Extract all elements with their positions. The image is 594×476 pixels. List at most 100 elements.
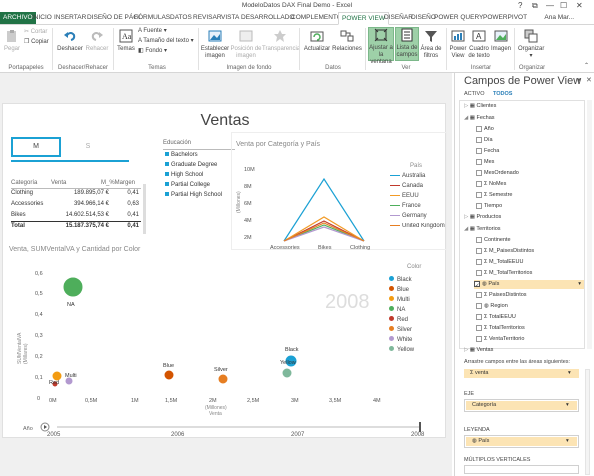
redo-button[interactable]: Rehacer bbox=[84, 29, 110, 53]
cut-button[interactable]: ✂ Cortar bbox=[24, 29, 48, 35]
line-chart[interactable]: Venta por Categoría y País (Millones) 10… bbox=[231, 132, 447, 251]
close-button[interactable]: ✕ bbox=[576, 1, 583, 10]
fit-to-window-button[interactable]: Ajustar a la ventana bbox=[368, 27, 394, 65]
table-clientes[interactable]: ▷ ▦ Clientes bbox=[464, 103, 497, 109]
field-m-paises-distintos[interactable]: Σ M_PaisesDistintos bbox=[476, 247, 534, 256]
legend-item[interactable]: NA bbox=[389, 306, 405, 313]
field-m-total-territorios[interactable]: Σ M_TotalTerritorios bbox=[476, 269, 532, 278]
legend-item[interactable]: Australia bbox=[390, 173, 425, 179]
field-semestre[interactable]: Σ Semestre bbox=[476, 191, 512, 200]
font-dropdown[interactable]: A Fuente ▾ bbox=[138, 28, 167, 34]
tab-archivo[interactable]: ARCHIVO bbox=[0, 12, 36, 24]
legend-item[interactable]: Red bbox=[389, 316, 408, 323]
tab-all-fields[interactable]: TODOS bbox=[493, 91, 513, 97]
table-scrollbar[interactable] bbox=[143, 184, 146, 234]
field-list-button[interactable]: Lista de campos bbox=[395, 27, 419, 61]
help-icon[interactable]: ? bbox=[518, 1, 523, 10]
multiples-well[interactable] bbox=[464, 465, 579, 474]
field-paises-distintos[interactable]: Σ PaisesDistintos bbox=[476, 291, 527, 300]
legend-item[interactable]: Yellow bbox=[389, 346, 414, 353]
slicer-item[interactable]: Bachelors bbox=[165, 152, 198, 158]
slicer-item[interactable]: High School bbox=[165, 172, 203, 178]
legend-item[interactable]: White bbox=[389, 336, 412, 343]
field-pais[interactable]: ✓ ◍ País ▾ bbox=[474, 280, 584, 289]
tab-inicio[interactable]: INICIO bbox=[32, 14, 52, 21]
legend-well[interactable] bbox=[464, 435, 579, 448]
panel-dropdown-icon[interactable]: ▾ bbox=[577, 77, 581, 84]
copy-button[interactable]: ❐ Copiar bbox=[24, 39, 49, 45]
undo-button[interactable]: Deshacer bbox=[56, 29, 84, 53]
tab-complementos[interactable]: COMPLEMENTO bbox=[291, 14, 342, 21]
power-view-button[interactable]: Power View bbox=[448, 29, 468, 60]
field-region[interactable]: ◍ Region bbox=[476, 302, 508, 311]
table-header[interactable]: Venta bbox=[51, 180, 67, 186]
wells-scrollbar[interactable] bbox=[585, 369, 590, 475]
tab-powerpivot[interactable]: POWERPIVOT bbox=[483, 14, 528, 21]
slicer-item[interactable]: Partial College bbox=[165, 182, 210, 188]
tab-revisar[interactable]: REVISAR bbox=[193, 14, 222, 21]
set-image-button[interactable]: Establecer imagen bbox=[200, 29, 230, 60]
axis-well[interactable] bbox=[464, 399, 579, 412]
tab-power-view[interactable]: POWER VIEW bbox=[338, 12, 389, 25]
collapse-ribbon-icon[interactable]: ⌃ bbox=[584, 63, 590, 69]
refresh-button[interactable]: Actualizar bbox=[302, 29, 332, 53]
value-well-item[interactable]: Σ venta ▾ bbox=[464, 369, 579, 378]
table-fechas[interactable]: ◢ ▦ Fechas bbox=[464, 115, 495, 121]
field-total-territorios[interactable]: Σ TotalTerritorios bbox=[476, 324, 525, 333]
table-productos[interactable]: ▷ ▦ Productos bbox=[464, 214, 502, 220]
organize-button[interactable]: Organizar ▾ bbox=[518, 29, 544, 60]
restore-ribbon-icon[interactable]: ⧉ bbox=[532, 1, 538, 10]
picture-button[interactable]: Imagen bbox=[490, 29, 512, 53]
table-territorios[interactable]: ◢ ▦ Territorios bbox=[464, 226, 501, 232]
field-mes[interactable]: Mes bbox=[476, 158, 494, 167]
tab-active-fields[interactable]: ACTIVO bbox=[464, 91, 485, 97]
field-fecha[interactable]: Fecha bbox=[476, 147, 499, 156]
table-header[interactable]: Categoría bbox=[11, 180, 38, 186]
tab-formulas[interactable]: FÓRMULAS bbox=[134, 14, 171, 21]
themes-button[interactable]: Aa Temas bbox=[116, 29, 136, 53]
textbox-button[interactable]: A Cuadro de texto bbox=[468, 29, 490, 60]
axis-well-item[interactable]: Categoría ▾ bbox=[466, 401, 577, 410]
report-title[interactable]: Ventas bbox=[200, 112, 250, 129]
tab-vista[interactable]: VISTA bbox=[221, 14, 240, 21]
tab-diseno[interactable]: DISEÑO bbox=[411, 14, 436, 21]
field-ano[interactable]: Año bbox=[476, 125, 494, 134]
paste-button[interactable]: Pegar bbox=[2, 29, 22, 53]
legend-item[interactable]: Multi bbox=[389, 296, 410, 303]
slicer-item[interactable]: Partial High School bbox=[165, 192, 222, 198]
panel-close-icon[interactable]: ✕ bbox=[586, 77, 592, 84]
image-position-button[interactable]: Posición de imagen bbox=[230, 29, 262, 60]
tab-insertar[interactable]: INSERTAR bbox=[54, 14, 87, 21]
field-list-scrollbar[interactable] bbox=[587, 100, 592, 349]
filter-area-button[interactable]: Área de filtros bbox=[420, 29, 442, 60]
legend-item[interactable]: Silver bbox=[389, 326, 412, 333]
field-nomes[interactable]: Σ NoMes bbox=[476, 180, 506, 189]
field-tiempo[interactable]: Tiempo bbox=[476, 202, 502, 211]
tab-datos[interactable]: DATOS bbox=[170, 14, 192, 21]
field-m-total-eeuu[interactable]: Σ M_TotalEEUU bbox=[476, 258, 523, 267]
tab-power-query[interactable]: POWER QUERY bbox=[434, 14, 484, 21]
field-mes-ordenado[interactable]: MesOrdenado bbox=[476, 169, 519, 178]
tab-desarrollador[interactable]: DESARROLLADO bbox=[241, 14, 295, 21]
tab-disenar[interactable]: DISEÑAR bbox=[384, 14, 413, 21]
multiple-tile-m[interactable]: M bbox=[11, 137, 61, 157]
tab-diseno-pagina[interactable]: DISEÑO DE PÁGI bbox=[87, 14, 141, 21]
field-dia[interactable]: Día bbox=[476, 136, 493, 145]
field-total-eeuu[interactable]: Σ TotalEEUU bbox=[476, 313, 516, 322]
font-size-dropdown[interactable]: A Tamaño del texto ▾ bbox=[138, 38, 194, 44]
table-header[interactable]: M_%Margen bbox=[101, 180, 136, 186]
maximize-button[interactable]: ☐ bbox=[560, 1, 568, 10]
scatter-chart[interactable]: Venta, SUMVentalVA y Cantidad por Color … bbox=[7, 244, 443, 438]
legend-item[interactable]: Blue bbox=[389, 286, 409, 293]
legend-item[interactable]: France bbox=[390, 203, 421, 209]
slicer-item[interactable]: Graduate Degree bbox=[165, 162, 217, 168]
table-ventas[interactable]: ▷ ▦ Ventas bbox=[464, 347, 494, 353]
legend-item[interactable]: Black bbox=[389, 276, 412, 283]
transparency-button[interactable]: Transparencia bbox=[262, 29, 300, 53]
relations-button[interactable]: Relaciones bbox=[332, 29, 362, 53]
background-dropdown[interactable]: ◧ Fondo ▾ bbox=[138, 48, 168, 54]
minimize-button[interactable]: — bbox=[546, 1, 554, 10]
legend-item[interactable]: EEUU bbox=[390, 193, 419, 199]
legend-item[interactable]: United Kingdom bbox=[390, 223, 446, 229]
legend-item[interactable]: Germany bbox=[390, 213, 427, 219]
